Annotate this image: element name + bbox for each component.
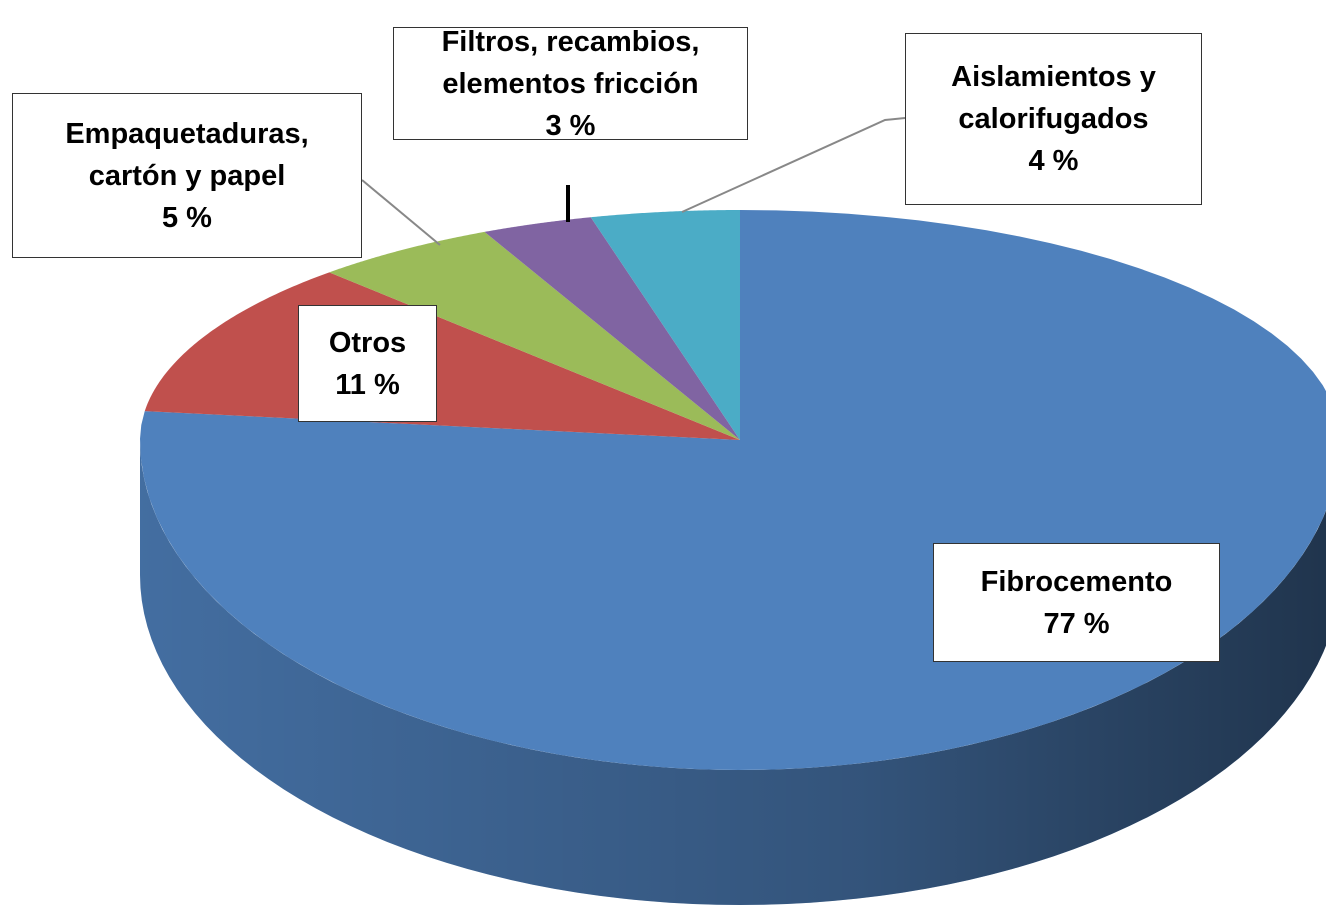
data-label: Aislamientos y calorifugados 4 % [905, 33, 1202, 205]
label-category: Empaquetaduras, cartón y papel [65, 117, 309, 192]
leader-line [681, 117, 906, 213]
slice [590, 210, 740, 440]
label-category: Aislamientos y calorifugados [951, 61, 1156, 135]
label-category: Otros [328, 326, 407, 359]
label-value: 3 % [545, 109, 596, 142]
label-value: 11 % [335, 368, 400, 401]
label-value: 5 % [162, 201, 212, 234]
label-category: Filtros, recambios, elementos fricción [441, 25, 700, 100]
label-value: 77 % [1043, 607, 1110, 640]
slice [329, 231, 740, 440]
slice-side-shade [140, 440, 1326, 905]
label-category: Fibrocemento [980, 565, 1173, 598]
data-label: Fibrocemento 77 % [933, 543, 1220, 662]
data-label: Filtros, recambios, elementos fricción 3 … [393, 26, 748, 142]
leader-line [361, 179, 441, 246]
slice [144, 272, 740, 440]
label-value: 4 % [1028, 145, 1079, 177]
slice [484, 217, 740, 440]
data-label: Otros 11 % [298, 305, 437, 422]
data-label: Empaquetaduras, cartón y papel 5 % [12, 93, 362, 258]
